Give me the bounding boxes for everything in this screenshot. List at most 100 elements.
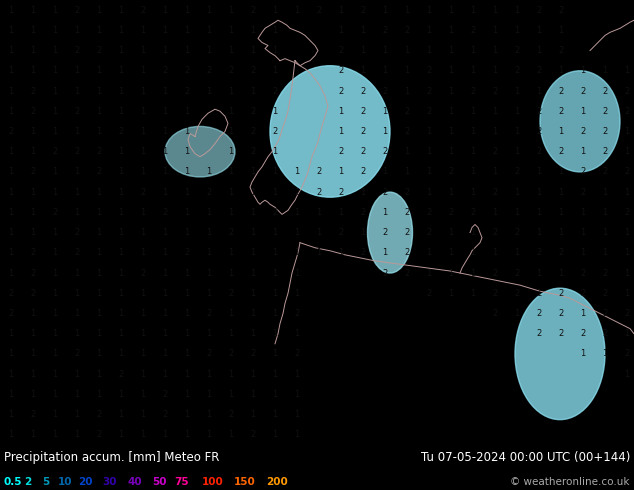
Text: 2: 2 [30, 87, 36, 96]
Text: 2: 2 [624, 87, 630, 96]
Text: 1: 1 [273, 107, 278, 116]
Text: 1: 1 [119, 228, 124, 237]
Text: 2: 2 [294, 349, 300, 358]
Text: 2: 2 [559, 46, 564, 55]
Text: 1: 1 [624, 369, 630, 379]
Text: 2: 2 [273, 208, 278, 217]
Text: 1: 1 [30, 309, 36, 318]
Text: 1: 1 [8, 66, 13, 75]
Text: 1: 1 [273, 5, 278, 15]
Text: 2: 2 [74, 107, 80, 116]
Text: 1: 1 [493, 168, 498, 176]
Text: 1: 1 [140, 228, 146, 237]
Text: 1: 1 [448, 46, 453, 55]
Text: 1: 1 [339, 107, 344, 116]
Text: 1: 1 [140, 289, 146, 298]
Text: 2: 2 [360, 107, 366, 116]
Text: 2: 2 [316, 5, 321, 15]
Text: 1: 1 [8, 26, 13, 35]
Text: 2: 2 [514, 289, 520, 298]
Text: 1: 1 [228, 87, 233, 96]
Text: 1: 1 [294, 430, 300, 440]
Text: 2: 2 [339, 87, 344, 96]
Text: 2: 2 [580, 87, 586, 96]
Text: 1: 1 [207, 410, 212, 419]
Text: 2: 2 [624, 208, 630, 217]
Text: 2: 2 [493, 289, 498, 298]
Text: 1: 1 [207, 369, 212, 379]
Text: 1: 1 [470, 168, 476, 176]
Text: 1: 1 [624, 248, 630, 257]
Text: 1: 1 [162, 46, 167, 55]
Text: 2: 2 [184, 248, 190, 257]
Ellipse shape [368, 192, 413, 273]
Text: 1: 1 [448, 248, 453, 257]
Text: 2: 2 [8, 309, 13, 318]
Text: 1: 1 [493, 248, 498, 257]
Text: 1: 1 [53, 188, 58, 196]
Text: 1: 1 [559, 127, 564, 136]
Text: 2: 2 [228, 410, 233, 419]
Text: 1: 1 [119, 168, 124, 176]
Text: 2: 2 [74, 248, 80, 257]
Text: 1: 1 [53, 66, 58, 75]
Text: 1: 1 [559, 188, 564, 196]
Text: 2: 2 [602, 309, 607, 318]
Text: 1: 1 [74, 269, 80, 277]
Text: 1: 1 [536, 46, 541, 55]
Text: 1: 1 [162, 26, 167, 35]
Text: 1: 1 [228, 309, 233, 318]
Text: 20: 20 [78, 477, 93, 487]
Text: © weatheronline.co.uk: © weatheronline.co.uk [510, 477, 630, 487]
Text: 2: 2 [382, 26, 387, 35]
Text: 1: 1 [273, 248, 278, 257]
Text: 1: 1 [382, 168, 387, 176]
Text: 1: 1 [184, 349, 190, 358]
Text: 1: 1 [250, 168, 256, 176]
Text: 1: 1 [602, 188, 607, 196]
Text: 1: 1 [119, 248, 124, 257]
Text: 1: 1 [184, 208, 190, 217]
Text: 1: 1 [162, 369, 167, 379]
Text: 1: 1 [96, 26, 101, 35]
Text: 1: 1 [74, 390, 80, 399]
Text: 2: 2 [536, 107, 541, 116]
Text: 2: 2 [514, 168, 520, 176]
Text: 1: 1 [250, 289, 256, 298]
Text: 1: 1 [360, 228, 366, 237]
Text: 1: 1 [360, 26, 366, 35]
Text: 1: 1 [536, 168, 541, 176]
Text: 1: 1 [339, 5, 344, 15]
Text: 1: 1 [53, 228, 58, 237]
Text: 1: 1 [184, 147, 190, 156]
Text: 1: 1 [382, 208, 387, 217]
Text: 2: 2 [559, 309, 564, 318]
Text: 2: 2 [536, 66, 541, 75]
Text: 1: 1 [96, 369, 101, 379]
Text: 1: 1 [74, 26, 80, 35]
Text: 1: 1 [74, 66, 80, 75]
Text: 2: 2 [536, 329, 541, 338]
Text: 1: 1 [207, 46, 212, 55]
Text: 1: 1 [162, 127, 167, 136]
Text: 2: 2 [250, 5, 256, 15]
Text: 1: 1 [273, 269, 278, 277]
Text: 1: 1 [536, 208, 541, 217]
Text: 2: 2 [559, 107, 564, 116]
Text: 1: 1 [470, 188, 476, 196]
Text: 1: 1 [119, 5, 124, 15]
Text: 1: 1 [8, 5, 13, 15]
Text: 2: 2 [404, 228, 410, 237]
Text: 1: 1 [53, 107, 58, 116]
Text: 2: 2 [427, 66, 432, 75]
Text: 2: 2 [559, 248, 564, 257]
Text: 2: 2 [427, 289, 432, 298]
Text: 2: 2 [536, 5, 541, 15]
Text: 1: 1 [514, 107, 520, 116]
Text: 1: 1 [207, 430, 212, 440]
Text: 1: 1 [514, 127, 520, 136]
Text: 1: 1 [30, 127, 36, 136]
Text: 1: 1 [119, 289, 124, 298]
Text: 2: 2 [30, 269, 36, 277]
Text: 1: 1 [119, 390, 124, 399]
